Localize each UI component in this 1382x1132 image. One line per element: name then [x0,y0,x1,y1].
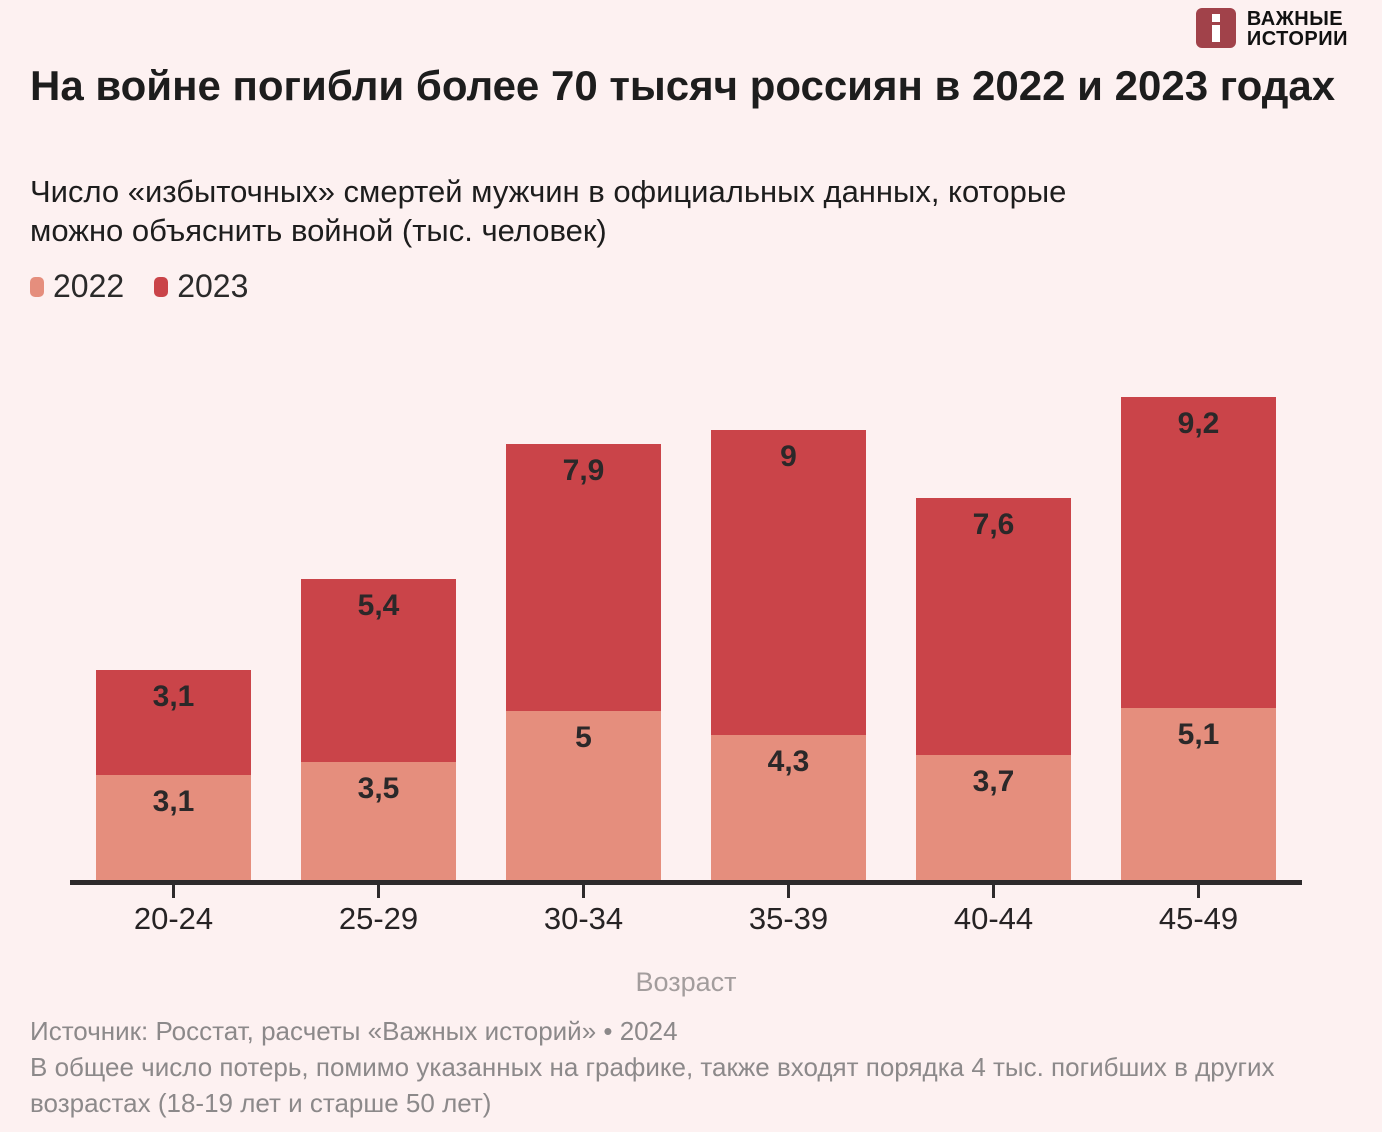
value-label-2023-20-24: 3,1 [152,680,195,714]
x-tick-30-34: 30-34 [506,885,661,937]
bar-segment-2023-35-39: 9 [711,430,866,735]
logo-i-stem [1211,25,1220,42]
source-line: Источник: Росстат, расчеты «Важных истор… [30,1016,678,1046]
tick-mark-20-24 [172,885,175,898]
tick-label-30-34: 30-34 [543,901,624,936]
logo-i-dot [1211,14,1220,22]
value-label-2023-45-49: 9,2 [1177,406,1220,440]
brand-name: ВАЖНЫЕ ИСТОРИИ [1247,8,1348,49]
bar-segment-2022-20-24: 3,1 [96,775,251,880]
bar-segment-2022-25-29: 3,5 [301,761,456,880]
x-tick-25-29: 25-29 [301,885,456,937]
tick-label-35-39: 35-39 [748,901,829,936]
brand-name-line2: ИСТОРИИ [1246,28,1348,50]
bar-segment-2023-20-24: 3,1 [96,670,251,776]
x-tick-45-49: 45-49 [1121,885,1276,937]
bar-segment-2023-40-44: 7,6 [916,498,1071,755]
bar-segment-2022-30-34: 5 [506,711,661,880]
tick-mark-35-39 [787,885,790,898]
value-label-2022-25-29: 3,5 [357,771,400,805]
x-tick-35-39: 35-39 [711,885,866,937]
value-label-2023-25-29: 5,4 [357,589,400,623]
tick-mark-45-49 [1197,885,1200,898]
istories-logo-icon [1195,8,1236,48]
value-label-2023-40-44: 7,6 [972,508,1015,542]
value-label-2022-40-44: 3,7 [972,764,1015,798]
footer: Источник: Росстат, расчеты «Важных истор… [30,1014,1350,1122]
brand-name-line1: ВАЖНЫЕ [1246,8,1344,30]
bar-35-39: 9 4,3 [711,430,866,880]
bar-40-44: 7,6 3,7 [916,498,1071,880]
legend-item-2022: 2022 [30,268,124,305]
legend: 2022 2023 [30,268,248,305]
legend-label-2023: 2023 [177,268,249,304]
value-label-2023-35-39: 9 [780,440,797,474]
legend-label-2022: 2022 [53,268,125,304]
note-line: В общее число потерь, помимо указанных н… [30,1051,1275,1118]
value-label-2022-35-39: 4,3 [767,744,810,778]
stacked-bar-chart: 3,1 3,1 5,4 3,5 7,9 5 9 4,3 7,6 3,7 9,2 5,1 20-24 25… [70,360,1302,998]
tick-label-20-24: 20-24 [133,901,214,936]
chart-title: На войне погибли более 70 тысяч россиян … [30,62,1336,109]
bar-45-49: 9,2 5,1 [1121,396,1276,880]
plot-area: 3,1 3,1 5,4 3,5 7,9 5 9 4,3 7,6 3,7 9,2 5,1 [70,360,1302,880]
tick-mark-30-34 [582,885,585,898]
bar-segment-2022-45-49: 5,1 [1121,707,1276,880]
tick-label-25-29: 25-29 [338,901,419,936]
x-axis-line [70,880,1302,885]
brand-logo: ВАЖНЫЕ ИСТОРИИ [1195,8,1348,49]
bar-25-29: 5,4 3,5 [301,579,456,880]
x-tick-40-44: 40-44 [916,885,1071,937]
bar-30-34: 7,9 5 [506,443,661,880]
bar-segment-2023-30-34: 7,9 [506,443,661,711]
tick-mark-25-29 [377,885,380,898]
bar-segment-2023-45-49: 9,2 [1121,396,1276,708]
value-label-2022-30-34: 5 [575,721,592,754]
bar-segment-2023-25-29: 5,4 [301,579,456,762]
bar-20-24: 3,1 3,1 [96,670,251,880]
bar-segment-2022-35-39: 4,3 [711,734,866,880]
tick-label-45-49: 45-49 [1158,901,1239,936]
x-tick-20-24: 20-24 [96,885,251,937]
chart-subtitle: Число «избыточных» смертей мужчин в офиц… [30,174,1067,249]
value-label-2022-20-24: 3,1 [152,785,195,819]
tick-mark-40-44 [992,885,995,898]
value-label-2023-30-34: 7,9 [562,453,605,487]
tick-label-40-44: 40-44 [953,901,1034,936]
x-axis-ticks: 20-24 25-29 30-34 35-39 40-44 45-49 [70,885,1302,937]
value-label-2022-45-49: 5,1 [1177,717,1220,751]
legend-item-2023: 2023 [154,268,248,305]
legend-swatch-2023 [154,276,169,297]
bar-segment-2022-40-44: 3,7 [916,754,1071,880]
legend-swatch-2022 [30,276,44,297]
x-axis-title: Возраст [635,967,737,997]
